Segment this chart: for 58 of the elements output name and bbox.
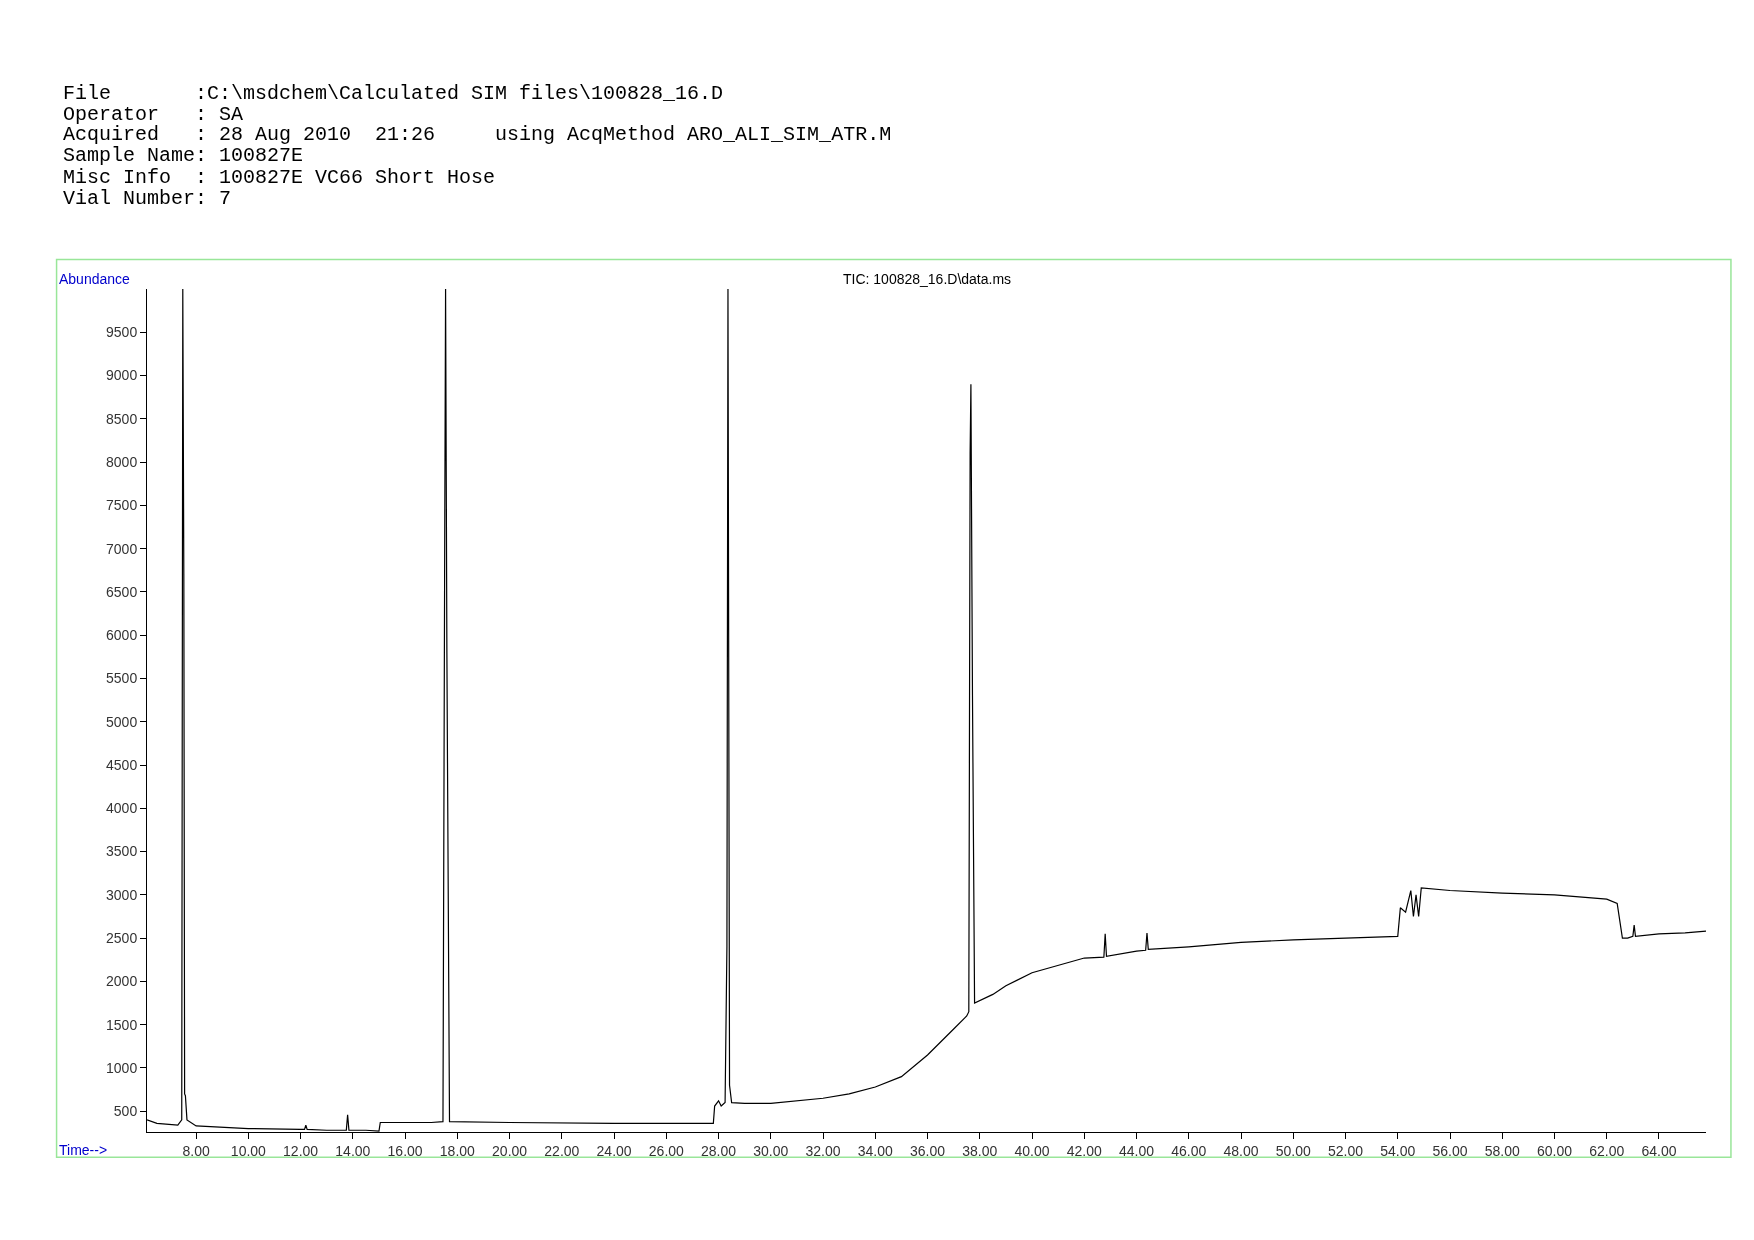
text: Misc Info : 100827E VC66 Short Hose [63,166,496,189]
x-tick-label: 38.00 [962,1142,998,1159]
x-tick-label: 54.00 [1380,1142,1416,1159]
x-tick-label: 32.00 [805,1142,841,1159]
x-tick-label: 40.00 [1014,1142,1050,1159]
y-tick-label: 6500 [106,583,138,600]
y-tick-label: 1500 [106,1016,138,1033]
y-tick-label: 2000 [106,973,138,990]
y-tick-label: 3500 [106,843,138,860]
x-tick-label: 36.00 [910,1142,946,1159]
x-tick-label: 10.00 [230,1142,267,1159]
x-tick-label: 20.00 [492,1142,528,1159]
x-tick-label: 46.00 [1171,1142,1207,1159]
x-tick-label: 12.00 [283,1142,319,1159]
y-tick-label: 2500 [106,930,138,947]
x-axis-title: Time--> [59,1142,108,1158]
x-tick-label: 42.00 [1066,1142,1102,1159]
x-tick-label: 44.00 [1119,1142,1155,1159]
y-tick-label: 6000 [106,627,138,644]
x-tick-label: 50.00 [1275,1142,1311,1159]
x-tick-label: 34.00 [857,1142,894,1159]
x-tick-label: 64.00 [1641,1142,1677,1159]
text: File :C:\msdchem\Calculated SIM files\100828_16.D [63,82,724,105]
x-tick-label: 62.00 [1589,1142,1625,1159]
y-tick-label: 9000 [106,367,138,384]
x-tick-label: 30.00 [753,1142,789,1159]
x-tick-label: 52.00 [1327,1142,1364,1159]
x-tick-label: 14.00 [335,1142,371,1159]
x-tick-label: 48.00 [1223,1142,1259,1159]
y-tick-label: 4000 [106,800,138,817]
line-series [147,289,1706,1132]
x-tick-label: 56.00 [1432,1142,1468,1159]
x-tick-label: 26.00 [648,1142,685,1159]
x-tick-label: 28.00 [701,1142,737,1159]
y-tick-label: 8000 [106,454,138,470]
y-tick-label: 7500 [106,497,138,514]
y-axis-title: Abundance [59,271,131,287]
text: Sample Name: 100827E [63,144,304,167]
y-tick-label: 1000 [106,1059,138,1076]
y-tick-label: 5500 [106,670,138,687]
x-tick-label: 58.00 [1484,1142,1520,1159]
y-tick-label: 5000 [106,713,138,730]
x-tick-label: 60.00 [1536,1142,1573,1159]
text: Acquired : 28 Aug 2010 21:26 using AcqMethod ARO_ALI_SIM_ATR.M [63,123,892,146]
x-tick-label: 16.00 [387,1142,423,1159]
y-tick-label: 500 [113,1103,138,1120]
y-tick-label: 8500 [106,410,138,427]
y-tick-label: 3000 [106,886,138,903]
y-tick-label: 4500 [106,756,138,773]
text: Operator : SA [63,103,244,126]
text: Vial Number: 7 [63,187,232,210]
chart-title: TIC: 100828_16.D\data.ms [843,271,1012,287]
y-tick-label: 7000 [106,540,138,557]
x-tick-label: 22.00 [544,1142,580,1159]
x-tick-label: 24.00 [596,1142,632,1159]
y-tick-label: 9500 [106,324,138,341]
x-tick-label: 18.00 [439,1142,476,1159]
x-tick-label: 8.00 [182,1142,210,1159]
